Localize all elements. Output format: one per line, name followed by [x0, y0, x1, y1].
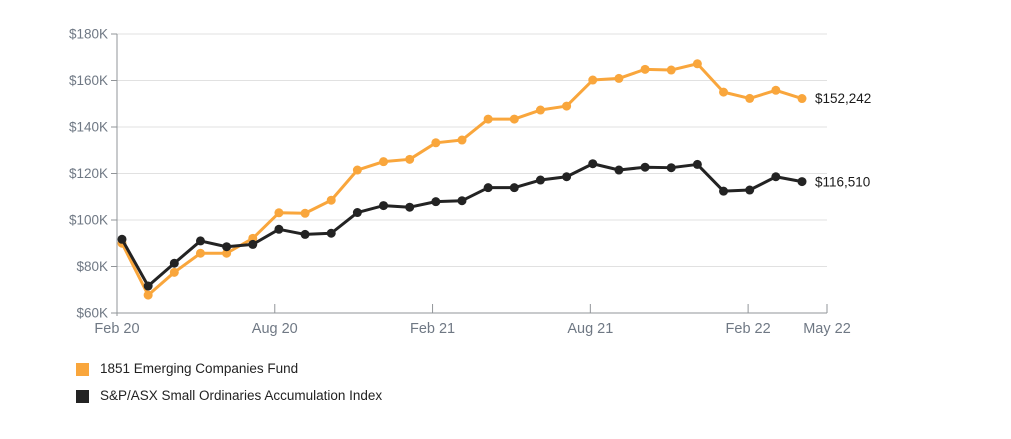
fund-line [120, 62, 804, 297]
fund-data-point[interactable] [692, 59, 702, 69]
fund-data-point[interactable] [143, 290, 153, 300]
index-data-point[interactable] [352, 208, 362, 218]
index-data-point[interactable] [248, 239, 258, 249]
index-data-point[interactable] [692, 159, 702, 169]
fund-data-point[interactable] [745, 93, 755, 103]
fund-data-point[interactable] [195, 248, 205, 258]
y-axis-label: $140K [69, 120, 108, 135]
fund-data-point[interactable] [483, 114, 493, 124]
y-axis-label: $80K [76, 259, 108, 274]
fund-data-point[interactable] [169, 267, 179, 277]
chart-legend: 1851 Emerging Companies Fund S&P/ASX Sma… [76, 362, 382, 403]
x-axis-label: May 22 [803, 321, 851, 337]
fund-data-point[interactable] [274, 208, 284, 218]
index-data-point[interactable] [719, 186, 729, 196]
y-axis-label: $160K [69, 73, 108, 88]
fund-data-point[interactable] [797, 94, 807, 104]
index-data-point[interactable] [562, 172, 572, 182]
fund-data-point[interactable] [719, 87, 729, 97]
legend-item-index[interactable]: S&P/ASX Small Ordinaries Accumulation In… [76, 389, 382, 403]
index-legend-label: S&P/ASX Small Ordinaries Accumulation In… [100, 388, 383, 403]
fund-data-point[interactable] [431, 138, 441, 148]
fund-data-point[interactable] [535, 105, 545, 115]
fund-data-point[interactable] [379, 157, 389, 167]
fund-data-point[interactable] [666, 65, 676, 75]
fund-color-swatch [76, 362, 89, 376]
index-end-value-label: $116,510 [815, 174, 870, 189]
fund-data-point[interactable] [222, 248, 232, 258]
index-data-point[interactable] [771, 172, 781, 182]
index-data-point[interactable] [195, 236, 205, 246]
index-data-point[interactable] [379, 201, 389, 211]
index-data-point[interactable] [274, 224, 284, 234]
x-axis-label: Aug 20 [252, 321, 298, 337]
fund-data-point[interactable] [562, 101, 572, 111]
index-data-point[interactable] [326, 228, 336, 238]
fund-data-point[interactable] [771, 85, 781, 95]
index-data-point[interactable] [797, 177, 807, 187]
index-data-point[interactable] [222, 242, 232, 252]
y-axis-label: $60K [76, 306, 108, 321]
fund-data-point[interactable] [614, 73, 624, 83]
fund-data-point[interactable] [352, 165, 362, 175]
x-axis-label: Feb 20 [94, 321, 139, 337]
x-axis-label: Feb 22 [726, 321, 771, 337]
index-data-point[interactable] [169, 258, 179, 268]
y-axis-label: $100K [69, 213, 108, 228]
index-data-point[interactable] [405, 202, 415, 212]
fund-end-value-label: $152,242 [815, 91, 871, 106]
index-data-point[interactable] [143, 281, 153, 291]
index-data-point[interactable] [300, 229, 310, 239]
fund-data-point[interactable] [300, 208, 310, 218]
fund-data-point[interactable] [509, 114, 519, 124]
performance-line-chart: $60K $80K $100K $120K $140K $160K $180K Feb 20 A… [69, 27, 871, 337]
fund-data-point[interactable] [588, 75, 598, 85]
index-data-point[interactable] [640, 162, 650, 172]
index-data-point[interactable] [588, 159, 598, 169]
index-data-point[interactable] [666, 163, 676, 173]
index-line [120, 162, 804, 288]
index-data-point[interactable] [614, 165, 624, 175]
index-data-point[interactable] [509, 183, 519, 193]
fund-data-point[interactable] [457, 135, 467, 145]
x-axis-label: Aug 21 [567, 321, 613, 337]
x-axis-label: Feb 21 [410, 321, 455, 337]
index-data-point[interactable] [431, 197, 441, 207]
y-axis-label: $120K [69, 166, 108, 181]
index-data-point[interactable] [117, 234, 127, 244]
y-axis-label: $180K [69, 27, 108, 42]
index-data-point[interactable] [535, 175, 545, 185]
index-data-point[interactable] [483, 183, 493, 193]
fund-data-point[interactable] [326, 195, 336, 205]
fund-legend-label: 1851 Emerging Companies Fund [100, 361, 299, 376]
index-data-point[interactable] [745, 185, 755, 195]
index-data-point[interactable] [457, 196, 467, 206]
legend-item-fund[interactable]: 1851 Emerging Companies Fund [76, 362, 382, 376]
fund-data-point[interactable] [405, 154, 415, 164]
index-color-swatch [76, 389, 89, 403]
fund-data-point[interactable] [640, 64, 650, 74]
